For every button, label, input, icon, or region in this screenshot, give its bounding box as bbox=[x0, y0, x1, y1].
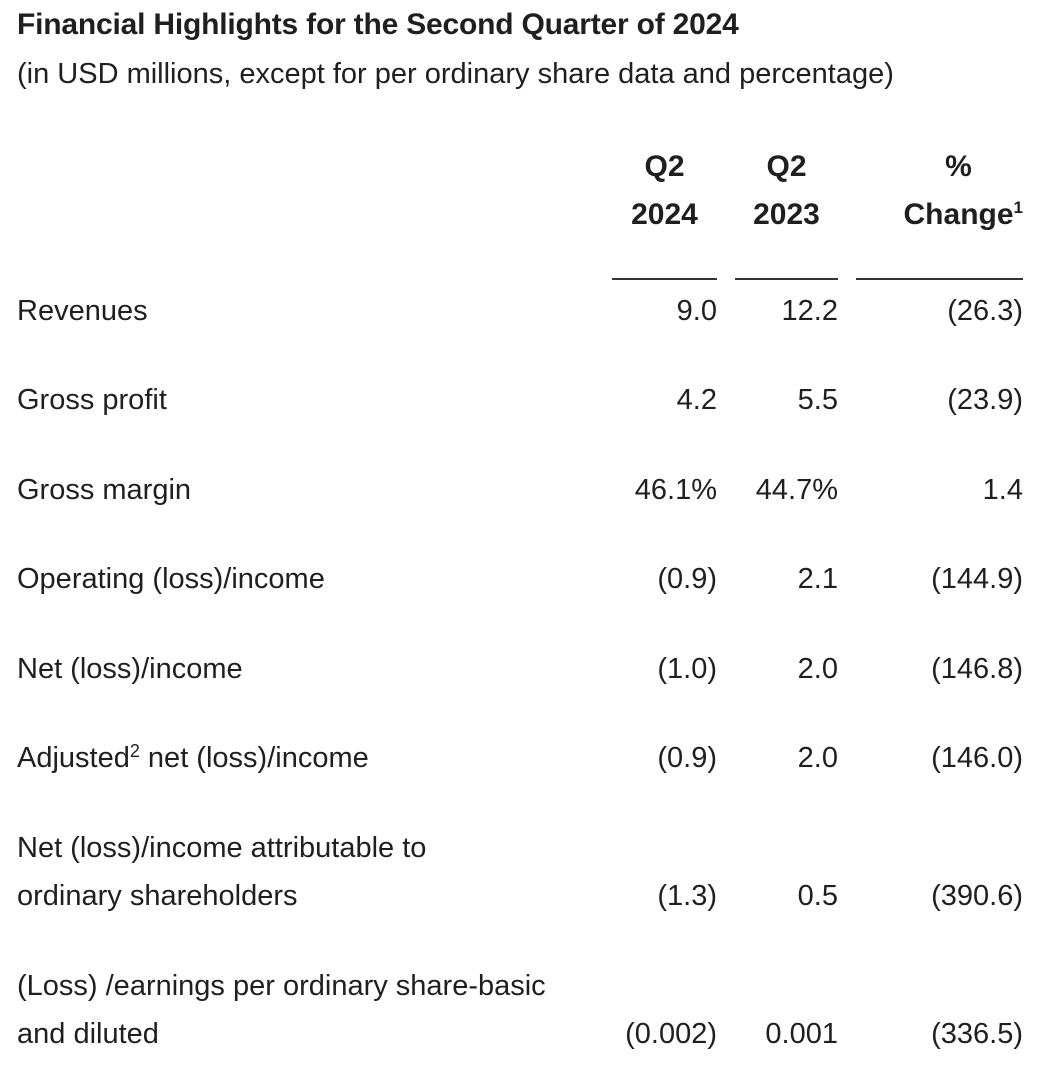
row-label: Net (loss)/income bbox=[17, 653, 243, 685]
cell-q2-2023: 5.5 bbox=[797, 384, 838, 416]
cell-q2-2024: (0.9) bbox=[657, 563, 717, 595]
header-rule-q2-2024 bbox=[612, 278, 717, 280]
cell-percent-change: (146.8) bbox=[931, 653, 1023, 685]
row-label: Revenues bbox=[17, 295, 148, 327]
cell-q2-2024: (1.0) bbox=[657, 653, 717, 685]
cell-q2-2024: 46.1% bbox=[634, 474, 717, 506]
column-header-line1: Q2 bbox=[644, 150, 685, 183]
column-header-line2: 2023 bbox=[753, 198, 820, 231]
cell-percent-change: (23.9) bbox=[947, 384, 1023, 416]
row-label: Gross profit bbox=[17, 384, 167, 416]
column-header-percent-change: % Change1 bbox=[856, 143, 1023, 239]
cell-percent-change: (336.5) bbox=[931, 1018, 1023, 1050]
cell-q2-2023: 2.0 bbox=[797, 742, 838, 774]
column-header-line2: 2024 bbox=[631, 198, 698, 231]
row-label-line1: (Loss) /earnings per ordinary share-basi… bbox=[17, 970, 546, 1002]
row-label-text: Adjusted bbox=[17, 742, 130, 774]
column-header-line1: Q2 bbox=[766, 150, 807, 183]
page-title: Financial Highlights for the Second Quar… bbox=[17, 8, 739, 41]
column-header-q2-2023: Q2 2023 bbox=[735, 143, 838, 239]
row-label-line1: Net (loss)/income attributable to bbox=[17, 832, 427, 864]
column-header-q2-2024: Q2 2024 bbox=[612, 143, 717, 239]
cell-q2-2023: 2.0 bbox=[797, 653, 838, 685]
cell-q2-2024: (0.002) bbox=[625, 1018, 717, 1050]
cell-q2-2024: (0.9) bbox=[657, 742, 717, 774]
cell-q2-2023: 0.5 bbox=[797, 880, 838, 912]
row-label: Gross margin bbox=[17, 474, 192, 506]
cell-q2-2023: 44.7% bbox=[755, 474, 838, 506]
page-subtitle: (in USD millions, except for per ordinar… bbox=[17, 58, 894, 90]
cell-q2-2024: (1.3) bbox=[657, 880, 717, 912]
footnote-marker: 2 bbox=[129, 741, 140, 761]
row-label-text: net (loss)/income bbox=[139, 742, 369, 774]
header-rule-q2-2023 bbox=[735, 278, 838, 280]
cell-q2-2024: 4.2 bbox=[676, 384, 717, 416]
cell-percent-change: (144.9) bbox=[931, 563, 1023, 595]
cell-q2-2023: 0.001 bbox=[765, 1018, 838, 1050]
column-header-line2: Change1 bbox=[856, 191, 1023, 239]
row-label: Adjusted2 net (loss)/income bbox=[17, 734, 369, 782]
row-label: Operating (loss)/income bbox=[17, 563, 325, 595]
cell-q2-2024: 9.0 bbox=[676, 295, 717, 327]
column-header-change-text: Change bbox=[903, 198, 1014, 231]
cell-percent-change: (146.0) bbox=[931, 742, 1023, 774]
footnote-marker: 1 bbox=[1013, 198, 1023, 217]
cell-percent-change: (26.3) bbox=[947, 295, 1023, 327]
header-rule-change bbox=[856, 278, 1023, 280]
cell-q2-2023: 2.1 bbox=[797, 563, 838, 595]
row-label-line2: and diluted bbox=[17, 1018, 159, 1050]
row-label-line2: ordinary shareholders bbox=[17, 880, 298, 912]
cell-percent-change: (390.6) bbox=[931, 880, 1023, 912]
column-header-line1: % bbox=[945, 150, 972, 183]
cell-percent-change: 1.4 bbox=[982, 474, 1023, 506]
cell-q2-2023: 12.2 bbox=[781, 295, 838, 327]
